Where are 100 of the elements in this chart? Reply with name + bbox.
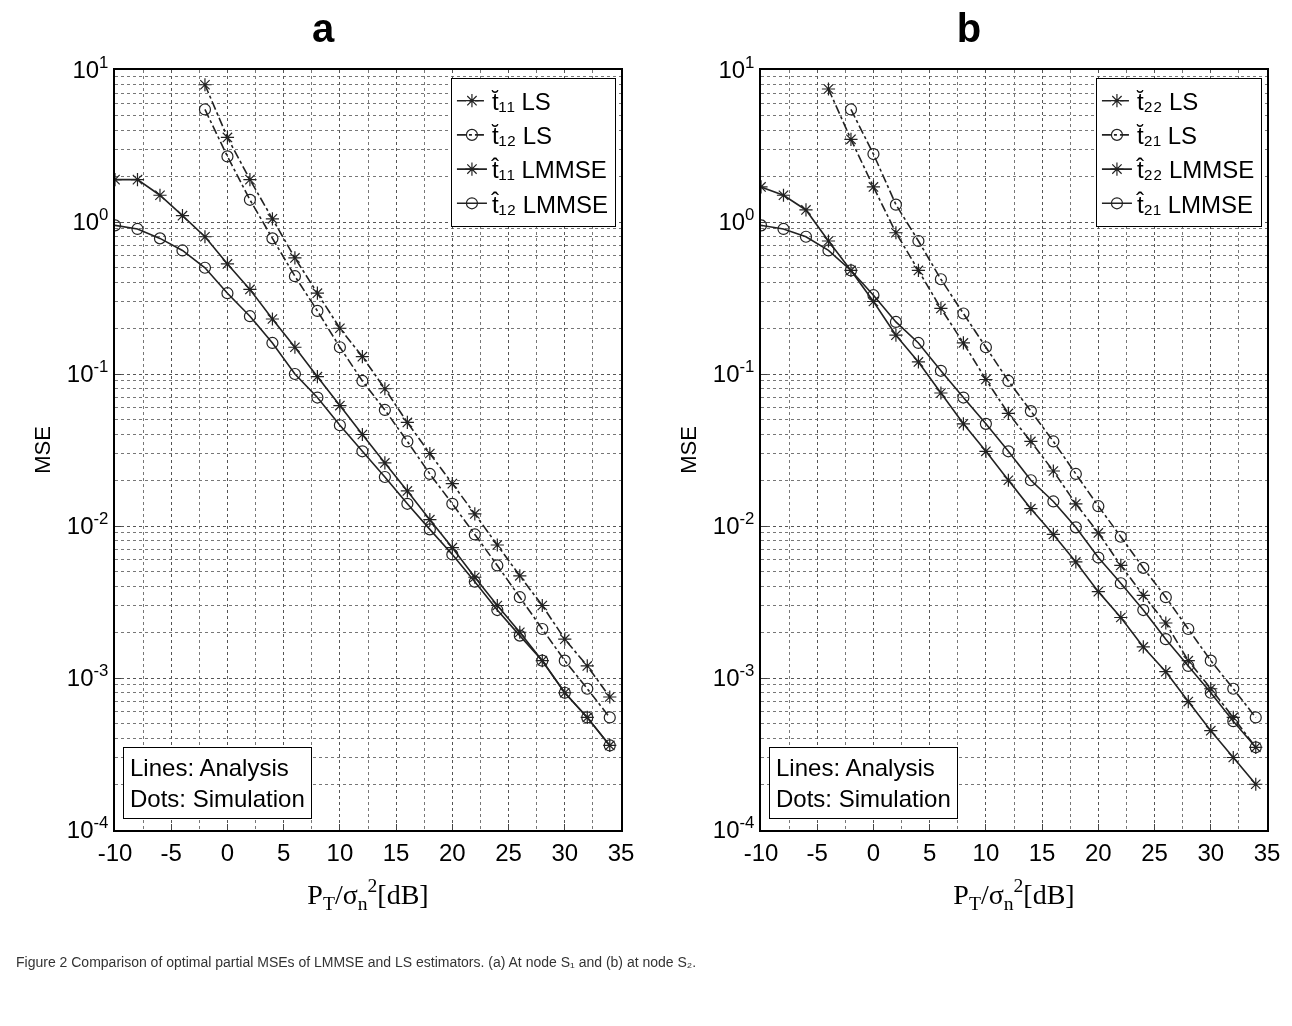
x-tick-label: 25 bbox=[1141, 838, 1168, 866]
point bbox=[1158, 615, 1173, 631]
point bbox=[934, 273, 948, 286]
point bbox=[1137, 603, 1150, 617]
point bbox=[1113, 558, 1129, 573]
x-tick-label: 0 bbox=[866, 838, 881, 866]
point bbox=[445, 476, 460, 491]
point bbox=[332, 398, 348, 413]
x-tick-label: 10 bbox=[326, 838, 354, 866]
x-tick-label: 0 bbox=[220, 838, 235, 866]
x-tick-label: 25 bbox=[495, 838, 522, 866]
point bbox=[799, 230, 813, 243]
point bbox=[265, 311, 280, 327]
legend-label: t̂₁₂ LMMSE bbox=[490, 190, 609, 218]
y-tick-label: 10$^{0}$ bbox=[72, 205, 109, 236]
point bbox=[957, 307, 970, 320]
x-tick-label: 30 bbox=[551, 838, 579, 866]
point bbox=[1069, 467, 1082, 481]
point bbox=[243, 310, 257, 323]
point bbox=[310, 369, 325, 384]
point bbox=[1091, 525, 1106, 541]
point bbox=[798, 202, 814, 218]
point bbox=[446, 548, 459, 561]
point bbox=[979, 341, 992, 354]
point bbox=[378, 403, 391, 417]
point bbox=[1024, 405, 1037, 418]
point bbox=[1181, 653, 1196, 668]
caption: Figure 2 Comparison of optimal partial MSEs of LMMSE and LS estimators. (a) At node S₁ and (b) at node S₂. bbox=[16, 954, 698, 970]
legend-label: t̆₁₁ LS bbox=[490, 88, 551, 116]
point bbox=[356, 445, 369, 458]
x-axis-title: P$_{T}$/σ$_{n}$$^{2}$[dB] bbox=[307, 875, 429, 915]
point bbox=[557, 632, 572, 647]
point bbox=[446, 497, 459, 510]
point bbox=[1249, 711, 1262, 724]
legend-label: t̂₁₁ LMMSE bbox=[490, 156, 607, 184]
point bbox=[957, 391, 970, 404]
point bbox=[220, 256, 235, 272]
point bbox=[1137, 561, 1150, 575]
point bbox=[777, 222, 790, 236]
point bbox=[888, 225, 904, 240]
point bbox=[491, 559, 504, 572]
legend-label: t̆₂₂ LS bbox=[1135, 88, 1199, 116]
point bbox=[377, 381, 393, 396]
point bbox=[558, 654, 571, 667]
x-tick-label: 15 bbox=[382, 838, 410, 866]
point bbox=[265, 211, 280, 226]
y-tick-label: 10$^{0}$ bbox=[718, 205, 755, 236]
point bbox=[467, 506, 483, 522]
point bbox=[266, 336, 279, 350]
point bbox=[821, 233, 836, 249]
point bbox=[866, 294, 881, 309]
x-tick-label: -5 bbox=[160, 838, 182, 866]
point bbox=[513, 591, 526, 604]
point bbox=[1023, 501, 1039, 516]
point bbox=[535, 598, 550, 613]
point bbox=[1203, 681, 1218, 696]
point bbox=[1182, 659, 1195, 673]
point bbox=[242, 172, 258, 187]
x-tick-label: 20 bbox=[1084, 838, 1112, 866]
annotation: Lines: Analysis Dots: Simulation bbox=[130, 754, 305, 813]
point bbox=[288, 367, 302, 381]
point bbox=[1227, 682, 1240, 695]
y-axis-title: MSE bbox=[676, 426, 702, 474]
x-tick-label: 5 bbox=[922, 838, 937, 866]
point bbox=[536, 622, 549, 636]
point bbox=[400, 483, 415, 499]
chart-title: b bbox=[956, 6, 982, 51]
point bbox=[288, 270, 302, 283]
point bbox=[580, 658, 595, 674]
point bbox=[1182, 622, 1195, 636]
point bbox=[866, 179, 881, 195]
point bbox=[1226, 750, 1241, 765]
point bbox=[490, 598, 505, 613]
point bbox=[423, 467, 436, 481]
point bbox=[332, 321, 348, 336]
point bbox=[889, 198, 903, 211]
point bbox=[491, 603, 504, 617]
legend-label: t̂₂₁ LMMSE bbox=[1135, 190, 1254, 218]
point bbox=[400, 415, 415, 430]
point bbox=[197, 77, 213, 92]
x-tick-label: 35 bbox=[607, 838, 635, 866]
point bbox=[490, 537, 505, 553]
point bbox=[512, 568, 527, 584]
point bbox=[1001, 406, 1016, 421]
y-tick-label: 10$^{1}$ bbox=[72, 53, 109, 84]
point bbox=[1046, 527, 1061, 542]
point bbox=[130, 172, 145, 187]
legend-label: t̆₁₂ LS bbox=[490, 122, 553, 150]
point bbox=[1047, 495, 1060, 508]
point bbox=[152, 188, 168, 203]
point bbox=[287, 250, 303, 266]
point bbox=[1023, 434, 1039, 449]
point bbox=[889, 315, 903, 329]
point bbox=[888, 328, 904, 343]
point bbox=[266, 232, 279, 245]
y-axis-title: MSE bbox=[30, 426, 56, 474]
point bbox=[1114, 530, 1127, 543]
point bbox=[1002, 445, 1015, 458]
x-tick-label: 15 bbox=[1028, 838, 1056, 866]
point bbox=[311, 304, 324, 318]
